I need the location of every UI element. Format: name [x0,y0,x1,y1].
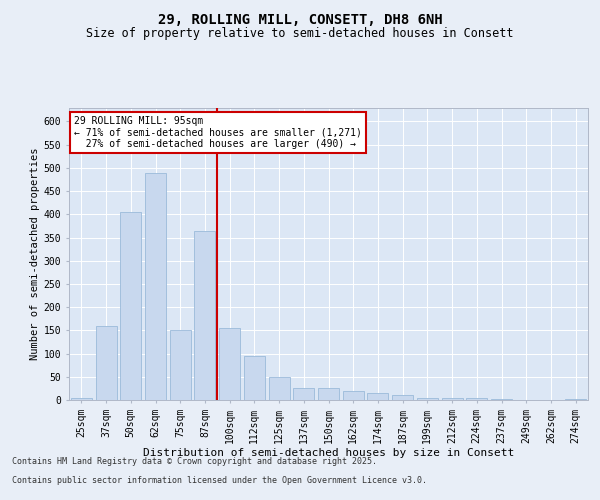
Bar [417,398,438,400]
Bar [293,388,314,400]
X-axis label: Distribution of semi-detached houses by size in Consett: Distribution of semi-detached houses by … [143,448,514,458]
Bar [145,172,166,400]
Bar [269,377,290,400]
Bar [95,326,116,400]
Bar [442,398,463,400]
Bar [244,356,265,400]
Text: 29, ROLLING MILL, CONSETT, DH8 6NH: 29, ROLLING MILL, CONSETT, DH8 6NH [158,12,442,26]
Bar [170,330,191,400]
Text: Contains HM Land Registry data © Crown copyright and database right 2025.: Contains HM Land Registry data © Crown c… [12,458,377,466]
Bar [343,390,364,400]
Bar [219,328,240,400]
Bar [367,393,388,400]
Bar [565,399,586,400]
Bar [120,212,141,400]
Bar [318,388,339,400]
Text: Contains public sector information licensed under the Open Government Licence v3: Contains public sector information licen… [12,476,427,485]
Text: Size of property relative to semi-detached houses in Consett: Size of property relative to semi-detach… [86,28,514,40]
Text: 29 ROLLING MILL: 95sqm
← 71% of semi-detached houses are smaller (1,271)
  27% o: 29 ROLLING MILL: 95sqm ← 71% of semi-det… [74,116,362,150]
Y-axis label: Number of semi-detached properties: Number of semi-detached properties [29,148,40,360]
Bar [491,399,512,400]
Bar [71,398,92,400]
Bar [466,398,487,400]
Bar [194,230,215,400]
Bar [392,396,413,400]
